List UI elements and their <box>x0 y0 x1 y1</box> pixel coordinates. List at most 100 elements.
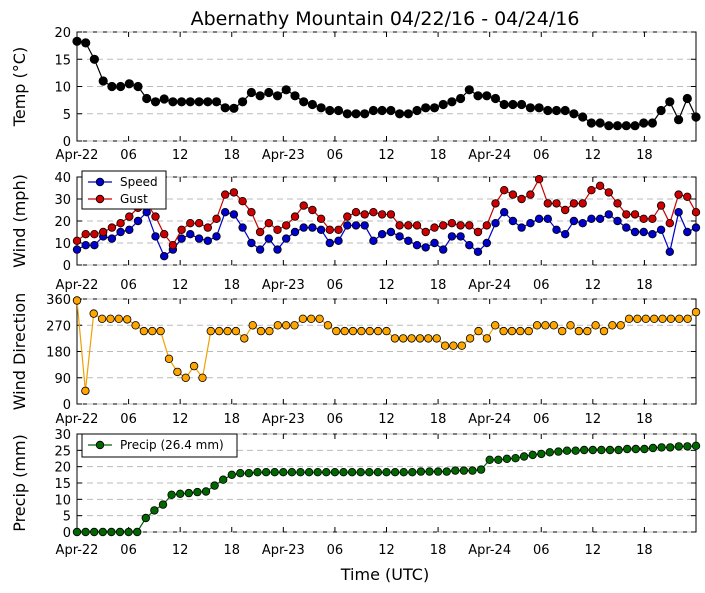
data-point <box>395 221 404 230</box>
data-point <box>473 247 483 256</box>
data-point <box>299 97 309 107</box>
data-point <box>455 93 466 104</box>
data-point <box>416 467 426 476</box>
x-tick-label: 06 <box>120 543 137 558</box>
data-point <box>465 221 474 230</box>
panel-wind: 0 10 20 30 40 Apr-22 06 12 18 Apr-23 06 12 18 Apr-24 0… <box>10 170 701 293</box>
data-point <box>382 326 391 336</box>
legend-marker <box>95 194 105 204</box>
data-point <box>132 527 142 537</box>
data-point <box>586 118 597 128</box>
data-point <box>347 468 357 477</box>
data-point <box>290 321 299 330</box>
data-point <box>404 221 413 230</box>
data-point <box>97 314 107 323</box>
data-point <box>682 93 692 104</box>
data-point <box>325 238 334 248</box>
data-point <box>624 314 634 323</box>
data-point <box>451 466 460 475</box>
data-point <box>72 36 82 46</box>
data-point <box>674 207 683 217</box>
data-point <box>532 321 542 330</box>
data-point <box>72 296 82 305</box>
data-point <box>580 445 589 455</box>
x-tick-label: Apr-24 <box>468 278 511 293</box>
panel-direction: 0 90 180 270 360 Apr-22 06 12 18 Apr-23 06 12 18 Apr-… <box>10 293 701 427</box>
x-tick-label: 06 <box>327 412 344 427</box>
data-point <box>299 201 308 210</box>
data-point <box>605 445 615 455</box>
data-point <box>255 227 265 237</box>
data-point <box>674 190 683 199</box>
data-point <box>552 225 561 234</box>
data-point <box>502 454 512 463</box>
data-point <box>185 97 195 107</box>
data-point <box>566 321 575 330</box>
data-point <box>562 446 572 455</box>
x-tick-label: 12 <box>585 278 602 293</box>
x-tick-label: 18 <box>223 543 240 558</box>
data-point <box>464 85 474 95</box>
data-point <box>133 81 143 92</box>
data-point <box>430 223 439 232</box>
data-point <box>630 210 640 219</box>
data-point <box>177 234 186 243</box>
data-point <box>656 201 666 210</box>
data-point <box>430 238 439 248</box>
data-point <box>193 487 202 497</box>
data-point <box>316 214 326 223</box>
data-point <box>150 506 159 515</box>
data-point <box>491 321 500 330</box>
x-tick-label: 06 <box>120 412 137 427</box>
data-point <box>89 309 98 318</box>
legend-box <box>81 433 238 458</box>
data-point <box>279 468 288 477</box>
data-point <box>282 221 291 230</box>
x-tick-label: Apr-23 <box>262 278 305 293</box>
legend-marker <box>95 440 105 450</box>
data-point <box>332 326 341 336</box>
x-tick-label: Apr-22 <box>56 543 99 558</box>
x-tick-label: Apr-22 <box>56 278 99 293</box>
data-point <box>330 468 340 477</box>
y-axis-label-precip: Precip (mm) <box>10 434 29 532</box>
data-point <box>212 232 221 241</box>
x-tick-label: 12 <box>378 278 395 293</box>
legend-precip: Precip (26.4 mm) <box>81 433 238 458</box>
y-tick-label: 10 <box>54 237 71 252</box>
data-point <box>691 207 701 217</box>
data-point <box>203 97 213 107</box>
y-tick-label: 10 <box>54 81 71 96</box>
y-tick-label: 25 <box>54 444 71 459</box>
data-point <box>360 210 369 219</box>
data-point <box>630 121 640 131</box>
y-tick-label: 270 <box>46 319 71 334</box>
data-point <box>412 240 422 250</box>
data-point <box>674 442 683 451</box>
x-tick-label: Apr-24 <box>468 148 511 163</box>
data-point <box>343 221 352 230</box>
data-point <box>290 227 300 237</box>
data-point <box>524 326 533 336</box>
data-point <box>357 326 366 336</box>
data-point <box>578 199 587 208</box>
data-point <box>334 236 343 245</box>
data-point <box>508 190 518 199</box>
data-point <box>517 223 526 232</box>
data-point <box>508 99 518 110</box>
x-tick-label: 06 <box>533 148 550 163</box>
data-point <box>238 223 247 232</box>
data-point <box>494 455 503 464</box>
data-point <box>181 373 190 382</box>
series-line <box>76 177 697 247</box>
data-point <box>439 245 448 254</box>
data-point <box>425 467 434 476</box>
data-point <box>264 87 274 98</box>
y-tick-label: 5 <box>63 510 71 525</box>
series-temp <box>72 36 701 131</box>
y-tick-label: 180 <box>46 346 71 361</box>
data-point <box>229 188 239 197</box>
data-point <box>604 121 614 131</box>
data-point <box>482 221 491 230</box>
